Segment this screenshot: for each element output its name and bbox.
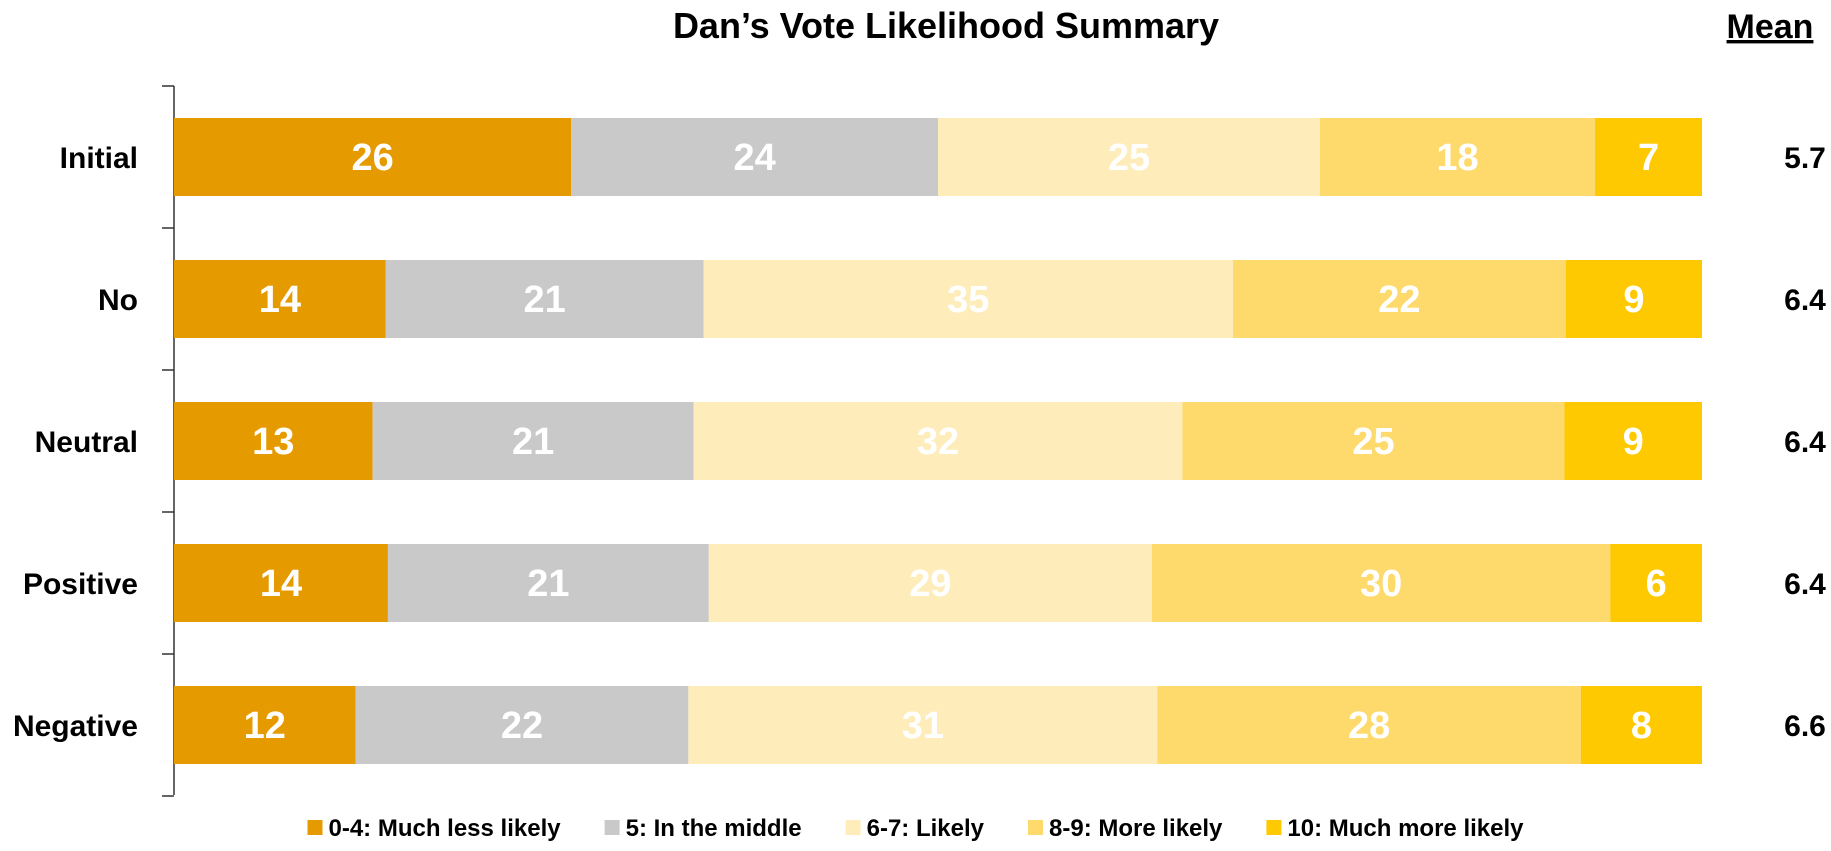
data-label: 21 xyxy=(527,563,569,605)
legend-item-8-9-more-likely: 8-9: More likely xyxy=(1028,815,1223,842)
data-label: 30 xyxy=(1360,563,1402,605)
category-label-neutral: Neutral xyxy=(35,426,138,459)
mean-column-header: Mean xyxy=(1727,8,1814,46)
data-label: 25 xyxy=(1352,421,1394,463)
data-label: 12 xyxy=(244,705,286,747)
bar-segment-neutral-0-4-much-less-likely xyxy=(174,402,373,480)
bar-segment-no-5-in-the-middle xyxy=(385,260,704,338)
legend-swatch xyxy=(307,820,323,835)
data-label: 22 xyxy=(501,705,543,747)
legend-label: 5: In the middle xyxy=(626,815,802,842)
data-label: 21 xyxy=(512,421,554,463)
legend-swatch xyxy=(845,820,861,835)
data-label: 28 xyxy=(1348,705,1390,747)
legend-item-0-4-much-less-likely: 0-4: Much less likely xyxy=(307,815,561,842)
mean-value-neutral: 6.4 xyxy=(1784,426,1826,459)
legend-swatch xyxy=(604,820,620,835)
bar-segment-positive-0-4-much-less-likely xyxy=(174,544,388,622)
data-label: 9 xyxy=(1623,279,1644,321)
data-label: 9 xyxy=(1623,421,1644,463)
data-label: 24 xyxy=(733,137,775,179)
bar-segment-negative-0-4-much-less-likely xyxy=(174,686,356,764)
mean-value-positive: 6.4 xyxy=(1784,568,1826,601)
bar-segment-negative-10-much-more-likely xyxy=(1580,686,1702,764)
category-label-initial: Initial xyxy=(60,142,138,175)
bar-segment-no-8-9-more-likely xyxy=(1233,260,1566,338)
bar-segment-positive-6-7-likely xyxy=(708,544,1152,622)
data-label: 32 xyxy=(917,421,959,463)
bar-segment-negative-5-in-the-middle xyxy=(355,686,689,764)
bar-segment-neutral-5-in-the-middle xyxy=(372,402,694,480)
category-label-no: No xyxy=(98,284,138,317)
data-label: 31 xyxy=(902,705,944,747)
mean-value-negative: 6.6 xyxy=(1784,710,1826,743)
legend-swatch xyxy=(1028,820,1044,835)
bar-segment-initial-0-4-much-less-likely xyxy=(174,118,572,196)
legend-item-6-7-likely: 6-7: Likely xyxy=(845,815,985,842)
mean-value-no: 6.4 xyxy=(1784,284,1826,317)
data-label: 6 xyxy=(1646,563,1667,605)
bar-segment-no-10-much-more-likely xyxy=(1565,260,1702,338)
category-label-negative: Negative xyxy=(13,710,138,743)
bar-segment-positive-5-in-the-middle xyxy=(387,544,709,622)
data-label: 8 xyxy=(1631,705,1652,747)
legend-label: 10: Much more likely xyxy=(1287,815,1524,842)
bar-segment-initial-8-9-more-likely xyxy=(1320,118,1596,196)
data-label: 13 xyxy=(252,421,294,463)
bar-segment-no-0-4-much-less-likely xyxy=(174,260,386,338)
bar-segment-negative-6-7-likely xyxy=(688,686,1158,764)
legend: 0-4: Much less likely 5: In the middle 6-7… xyxy=(307,815,1524,842)
data-label: 14 xyxy=(260,563,302,605)
data-label: 14 xyxy=(259,279,301,321)
legend-item-5-in-the-middle: 5: In the middle xyxy=(604,815,802,842)
legend-swatch xyxy=(1266,820,1282,835)
bars: 26 24 25 18 7 14 21 35 22 9 13 21 32 25 9 14 21 29 30 6 12 22… xyxy=(174,118,1702,764)
legend-label: 6-7: Likely xyxy=(867,815,985,842)
bar-segment-initial-10-much-more-likely xyxy=(1595,118,1702,196)
bar-segment-neutral-8-9-more-likely xyxy=(1182,402,1565,480)
data-label: 26 xyxy=(351,137,393,179)
data-label: 29 xyxy=(909,563,951,605)
legend-label: 8-9: More likely xyxy=(1049,815,1223,842)
bar-segment-initial-6-7-likely xyxy=(938,118,1320,196)
legend-label: 0-4: Much less likely xyxy=(328,815,561,842)
chart-title: Dan’s Vote Likelihood Summary xyxy=(673,5,1219,46)
bar-segment-initial-5-in-the-middle xyxy=(571,118,938,196)
data-label: 35 xyxy=(947,279,989,321)
data-label: 25 xyxy=(1108,137,1150,179)
bar-segment-neutral-10-much-more-likely xyxy=(1564,402,1702,480)
legend-item-10-much-more-likely: 10: Much more likely xyxy=(1266,815,1524,842)
bar-segment-negative-8-9-more-likely xyxy=(1157,686,1581,764)
data-label: 21 xyxy=(524,279,566,321)
y-axis xyxy=(162,85,175,797)
mean-values: 5.7 6.4 6.4 6.4 6.6 xyxy=(1784,142,1826,743)
data-label: 7 xyxy=(1638,137,1659,179)
bar-segment-positive-10-much-more-likely xyxy=(1610,544,1702,622)
bar-segment-neutral-6-7-likely xyxy=(693,402,1183,480)
category-label-positive: Positive xyxy=(23,568,138,601)
bar-segment-no-6-7-likely xyxy=(703,260,1234,338)
mean-value-initial: 5.7 xyxy=(1784,142,1826,175)
data-label: 18 xyxy=(1436,137,1478,179)
data-label: 22 xyxy=(1378,279,1420,321)
bar-segment-positive-8-9-more-likely xyxy=(1151,544,1611,622)
category-labels: Initial No Neutral Positive Negative xyxy=(13,142,138,743)
